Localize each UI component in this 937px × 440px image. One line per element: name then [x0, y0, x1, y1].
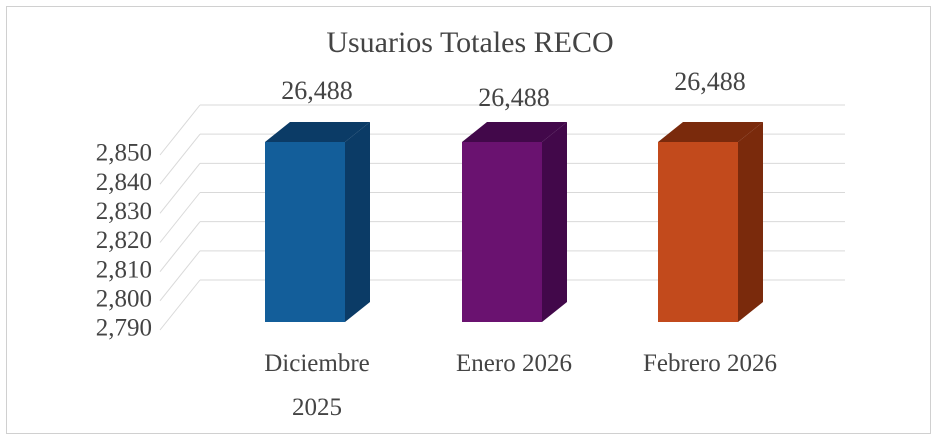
bar	[658, 142, 738, 322]
grid-line	[159, 279, 201, 331]
grid-line	[159, 250, 201, 302]
data-label: 26,488	[478, 83, 550, 112]
bar-top	[265, 122, 370, 142]
y-tick-label: 2,810	[96, 256, 152, 283]
bars	[265, 122, 763, 322]
x-tick-label: Diciembre 2025	[264, 350, 370, 421]
grid-line	[159, 133, 201, 185]
y-tick-label: 2,820	[96, 227, 152, 254]
bar-side	[345, 122, 370, 322]
y-tick-label: 2,790	[96, 315, 152, 342]
data-label: 26,488	[281, 76, 353, 105]
grid-line	[159, 104, 201, 156]
bar	[462, 142, 542, 322]
chart-title: Usuarios Totales RECO	[326, 26, 613, 59]
x-tick-label: Febrero 2026	[643, 350, 777, 377]
y-tick-label: 2,850	[96, 140, 152, 167]
bar-side	[738, 122, 763, 322]
grid-line	[159, 192, 201, 243]
y-tick-label: 2,800	[96, 286, 152, 313]
y-tick-label: 2,840	[96, 169, 152, 196]
bar-top	[462, 122, 567, 142]
bar-side	[542, 122, 567, 322]
bar-top	[658, 122, 763, 142]
bar	[265, 142, 345, 322]
data-label: 26,488	[674, 67, 746, 96]
grid-line	[159, 221, 201, 272]
y-tick-label: 2,830	[96, 198, 152, 225]
grid-line	[159, 163, 201, 214]
x-tick-label: Enero 2026	[456, 350, 572, 377]
